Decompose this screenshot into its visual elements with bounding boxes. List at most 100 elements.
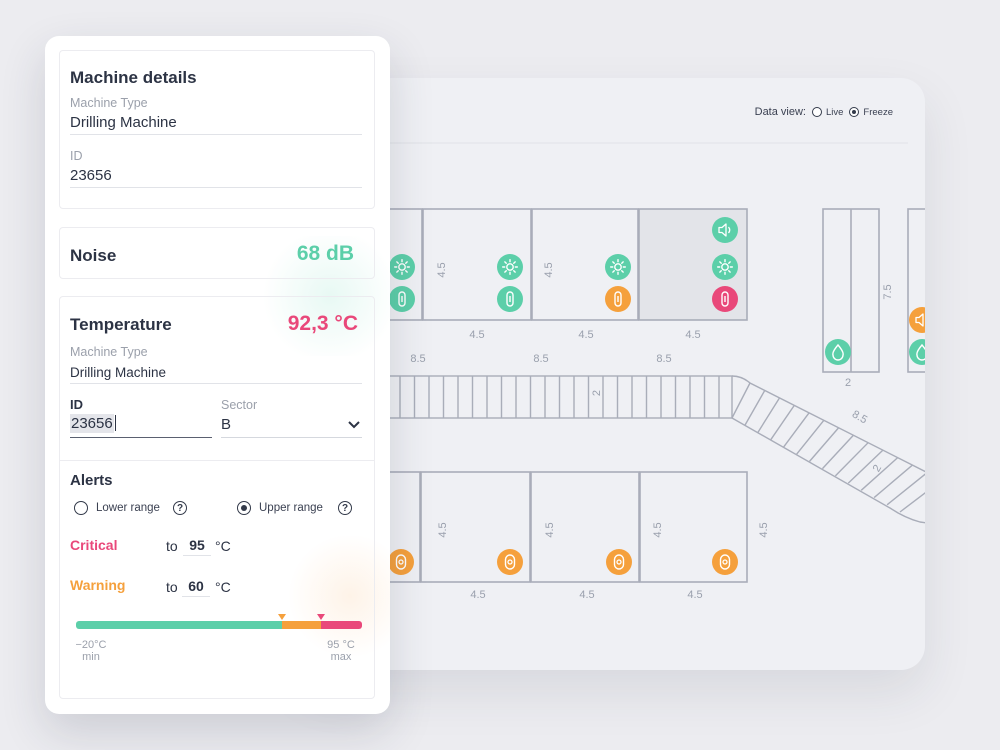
dim-label: 4.5 [685,329,700,341]
data-view-label: Data view: [754,106,806,118]
temperature-value: 92,3 °C [287,312,358,335]
dim-label: 4.5 [436,262,448,277]
dim-label: 8.5 [850,408,869,426]
vibration-sensor-icon[interactable] [389,286,415,312]
dim-label: 4.5 [544,522,556,537]
chevron-down-icon[interactable] [348,421,360,429]
machine-type-value: Drilling Machine [70,114,177,131]
pressure-sensor-icon[interactable] [497,549,523,575]
noise-section[interactable]: Noise 68 dB [59,227,375,279]
sector-label: Sector [221,398,258,412]
temperature-sensor-icon[interactable] [497,254,523,280]
machine-cell[interactable] [530,471,640,583]
dim-label: 4.5 [652,522,664,537]
dim-label: 8.5 [533,353,548,365]
vibration-sensor-icon[interactable] [605,286,631,312]
temperature-sensor-icon[interactable] [389,254,415,280]
dim-label: 2 [871,463,884,474]
upper-range-label: Upper range [259,502,323,514]
critical-label: Critical [70,537,118,553]
temperature-range-bar[interactable] [76,614,362,629]
warning-to-label: to [166,579,178,595]
dim-label: 4.5 [579,589,594,601]
pressure-sensor-icon[interactable] [606,549,632,575]
divider [60,460,374,461]
sector-value: B [221,416,232,433]
divider [70,187,362,188]
temp-machine-type-value: Drilling Machine [70,365,167,380]
sector-select[interactable]: B [221,416,362,438]
text-cursor [114,415,116,431]
upper-range-radio[interactable] [237,501,251,515]
machine-cell[interactable] [422,208,532,321]
vibration-sensor-icon[interactable] [497,286,523,312]
floor-plan: 4.5 4.5 4.5 8.5 8.5 8.5 2 4.5 4.5 4.5 4.… [379,142,925,601]
temperature-title: Temperature [70,315,172,334]
range-max-value: 95 °C [327,639,355,651]
temperature-sensor-icon[interactable] [605,254,631,280]
noise-value: 68 dB [296,242,354,265]
dim-label: 2 [845,377,851,389]
critical-threshold-input[interactable]: 95 [183,537,211,556]
live-option[interactable]: Live [811,106,844,118]
warning-range-segment [277,614,321,629]
warning-label: Warning [70,577,126,593]
range-min-label: min [82,651,100,663]
dim-label: 4.5 [470,589,485,601]
live-label: Live [825,106,844,118]
dim-label: 8.5 [656,353,671,365]
machine-details-section: Machine details Machine Type Drilling Ma… [59,50,375,209]
normal-range-segment [76,621,282,629]
upper-range-option[interactable]: Upper range [237,501,323,515]
temperature-section: Temperature 92,3 °C Machine Type Drillin… [59,296,375,699]
noise-title: Noise [70,246,117,265]
temp-id-label: ID [70,397,83,412]
floor-map-card: Data view: Live Freeze [300,78,925,670]
machine-cell[interactable] [639,471,748,583]
machine-type-label: Machine Type [70,96,148,110]
freeze-radio[interactable] [849,107,860,117]
noise-sensor-icon[interactable] [909,307,925,333]
dim-label: 4.5 [437,522,449,537]
temp-machine-type-label: Machine Type [70,345,148,359]
critical-range-segment [316,614,362,629]
conveyor-belt [384,375,925,524]
id-input[interactable]: 23656 [70,414,212,438]
lower-range-radio[interactable] [74,501,88,515]
humidity-sensor-icon[interactable] [825,339,851,365]
pressure-sensor-icon[interactable] [388,549,414,575]
critical-to-label: to [166,538,178,554]
noise-sensor-icon[interactable] [712,217,738,243]
machine-cell[interactable] [420,471,531,583]
dim-label: 7.5 [882,284,894,299]
humidity-sensor-icon[interactable] [909,339,925,365]
range-min: −20°C min [74,639,108,663]
vibration-sensor-icon[interactable] [712,286,738,312]
help-icon[interactable]: ? [173,501,187,515]
warning-threshold-input[interactable]: 60 [182,578,210,597]
critical-unit: °C [215,538,231,554]
critical-marker-icon[interactable] [316,614,325,620]
machine-details-panel: Machine details Machine Type Drilling Ma… [45,36,390,714]
temperature-sensor-icon[interactable] [712,254,738,280]
warning-unit: °C [215,579,231,595]
lower-range-option[interactable]: Lower range [74,501,160,515]
range-max-label: max [330,651,352,663]
dim-label: 2 [591,390,603,396]
freeze-option[interactable]: Freeze [849,107,893,118]
dim-label: 4.5 [758,522,770,537]
dim-label: 4.5 [543,262,555,277]
dim-label: 8.5 [410,353,425,365]
help-icon[interactable]: ? [338,501,352,515]
dim-label: 4.5 [687,589,702,601]
alerts-title: Alerts [70,472,113,489]
divider [70,383,362,384]
lower-range-label: Lower range [96,502,160,514]
id-label: ID [70,149,83,163]
live-radio[interactable] [811,107,822,117]
pressure-sensor-icon[interactable] [712,549,738,575]
warning-marker-icon[interactable] [277,614,286,620]
divider [70,134,362,135]
machine-cell[interactable] [907,208,925,373]
machine-cell[interactable] [531,208,639,321]
